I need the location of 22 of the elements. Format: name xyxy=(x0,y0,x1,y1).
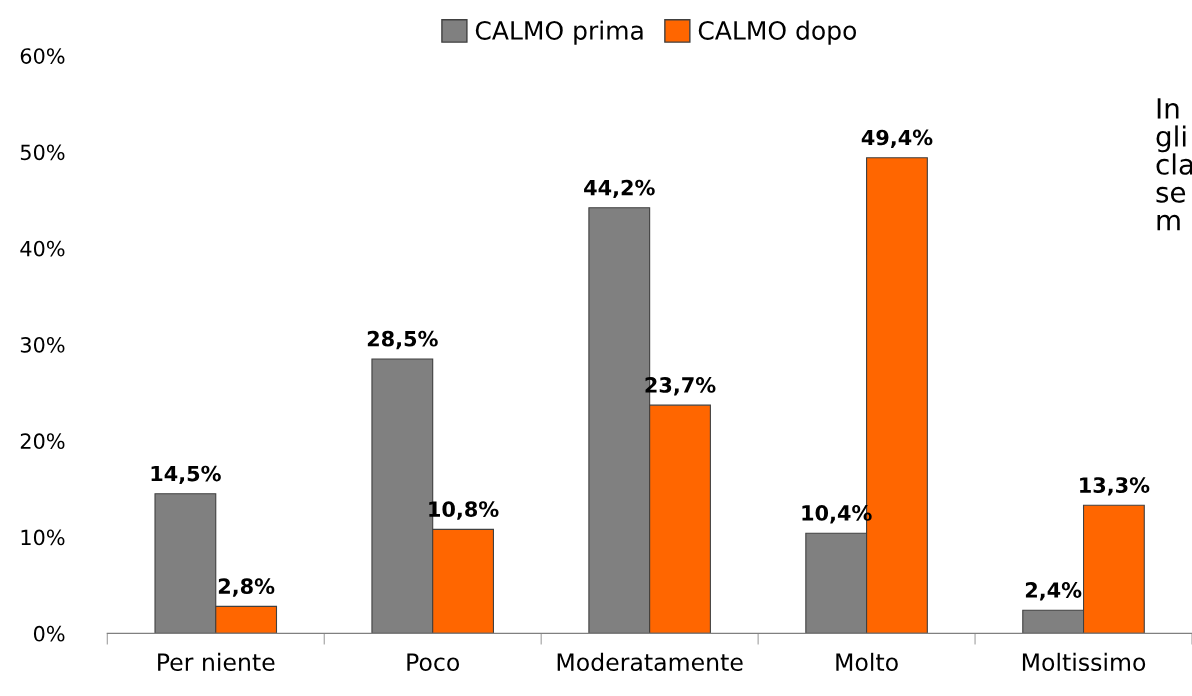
y-tick-label: 50% xyxy=(20,144,65,161)
data-label: 13,3% xyxy=(1080,477,1150,496)
legend-label: CALMO prima xyxy=(475,20,643,45)
x-tick-label: Moderatamente xyxy=(557,652,743,672)
data-label: 2,4% xyxy=(1025,582,1082,601)
data-label: 14,5% xyxy=(151,465,221,485)
x-tick-label: Molto xyxy=(836,652,898,672)
y-tick-label: 0% xyxy=(33,625,65,642)
data-label: 28,5% xyxy=(367,330,438,350)
x-tick-label: Poco xyxy=(407,653,460,672)
y-tick-label: 30% xyxy=(20,336,65,353)
x-tick-label: Per niente xyxy=(158,652,275,672)
data-label: 49,4% xyxy=(861,129,933,149)
data-label: 2,8% xyxy=(218,578,275,597)
y-tick-label: 10% xyxy=(21,529,65,546)
data-label: 44,2% xyxy=(584,179,655,199)
annotation: In gli cla se m xyxy=(1156,98,1192,231)
y-tick-label: 20% xyxy=(20,433,65,450)
y-tick-label: 40% xyxy=(20,240,65,257)
legend-label: CALMO dopo xyxy=(698,20,856,45)
x-tick-label: Moltissimo xyxy=(1022,652,1146,672)
y-tick-label: 60% xyxy=(20,48,65,64)
